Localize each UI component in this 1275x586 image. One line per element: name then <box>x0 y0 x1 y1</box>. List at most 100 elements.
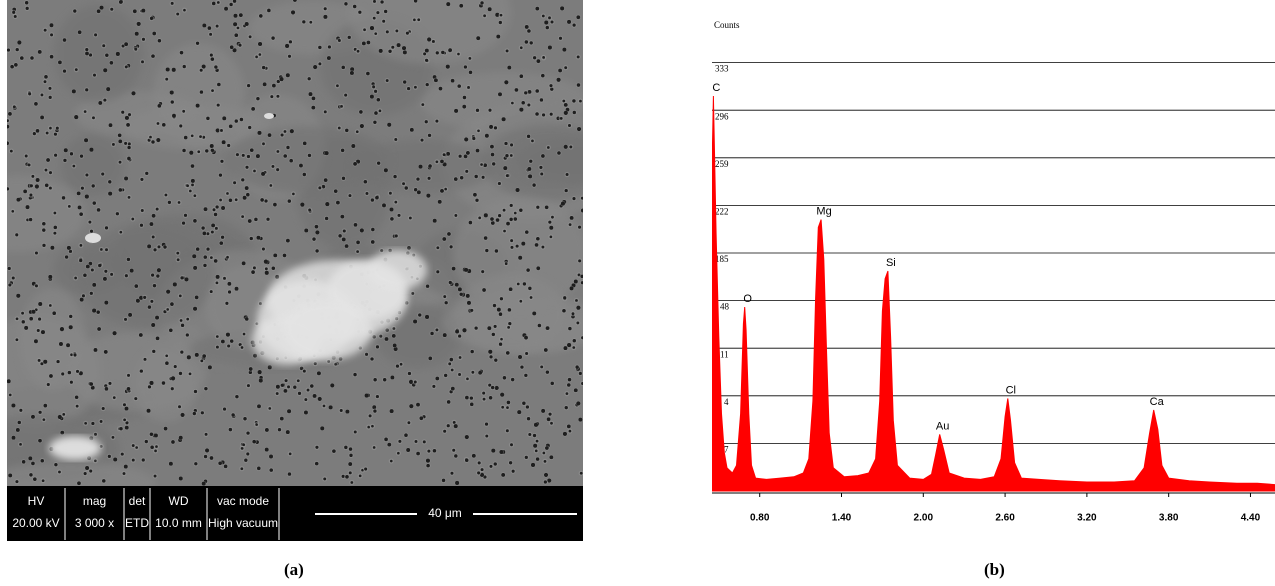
sem-pore <box>455 329 460 334</box>
sem-particle <box>85 233 101 243</box>
sem-pore <box>378 48 383 53</box>
sem-pore <box>102 276 107 281</box>
sem-pore <box>482 391 486 395</box>
sem-pore <box>444 187 447 191</box>
sem-pore <box>271 164 275 168</box>
sem-pore <box>101 407 105 411</box>
eds-spectrum: Counts 7 4 11 48 185 222 259 296 333 0.80 1.40 2.00 2… <box>712 20 1275 524</box>
sem-pore <box>125 421 129 425</box>
sem-pore <box>215 274 220 279</box>
sem-pore <box>32 131 36 136</box>
sem-pore <box>559 116 563 120</box>
sem-pore <box>192 254 197 259</box>
sem-pore <box>269 468 273 472</box>
sem-pore <box>527 89 532 94</box>
sem-pore <box>217 82 221 87</box>
sem-pore <box>515 244 519 248</box>
sem-pore <box>149 135 152 139</box>
sem-pore <box>186 317 190 321</box>
sem-pore <box>19 408 23 412</box>
sem-pore <box>270 95 274 99</box>
sem-pore <box>544 205 549 210</box>
y-tick-label: 185 <box>715 254 729 264</box>
sem-pore <box>507 308 512 312</box>
sem-pore <box>257 130 262 135</box>
sem-pore <box>445 64 450 69</box>
sem-pore <box>563 296 567 300</box>
sem-pore <box>14 63 18 67</box>
sem-pore <box>264 199 268 203</box>
sem-pore <box>432 218 437 223</box>
sem-pore <box>24 1 29 5</box>
sem-pore <box>374 32 378 36</box>
sem-pore <box>235 153 239 157</box>
sem-pore <box>338 234 342 238</box>
sem-pore <box>426 463 430 468</box>
sem-pore <box>15 233 19 237</box>
sem-pore <box>210 230 214 234</box>
sem-pore <box>38 301 43 307</box>
sem-pore <box>565 173 569 176</box>
sem-pore <box>190 164 195 168</box>
sem-pore <box>567 383 571 387</box>
sem-pore <box>211 1 216 6</box>
sem-pore <box>227 281 232 286</box>
sem-pore <box>344 244 349 248</box>
sem-pore <box>10 64 14 69</box>
sem-pore <box>563 102 568 107</box>
sem-pore <box>89 291 93 295</box>
sem-pore <box>147 385 152 389</box>
sem-pore <box>310 384 314 388</box>
sem-pore <box>356 240 360 245</box>
sem-pore <box>315 230 320 235</box>
sem-pore <box>535 112 539 116</box>
sem-pore <box>470 349 474 354</box>
sem-pore <box>546 146 550 149</box>
sem-pore <box>96 208 101 212</box>
sem-pore <box>122 403 126 407</box>
sem-pore <box>170 100 174 104</box>
sem-pore <box>147 305 152 309</box>
sem-pore <box>526 134 531 139</box>
sem-pore <box>34 284 38 288</box>
sem-pore <box>323 7 327 11</box>
sem-pore <box>480 163 483 166</box>
sem-pore <box>507 326 511 329</box>
sem-pore <box>506 221 510 226</box>
sem-pore <box>155 336 160 341</box>
sem-pore <box>549 235 553 239</box>
sem-pore <box>315 445 319 449</box>
sem-pore <box>459 3 464 8</box>
sem-pore <box>151 273 155 277</box>
sem-pore <box>226 192 229 195</box>
sem-pore <box>276 94 280 98</box>
sem-pore <box>463 65 468 69</box>
sem-pore <box>45 131 49 135</box>
x-tick-label: 1.40 <box>832 513 852 524</box>
sem-pore <box>49 54 54 59</box>
sem-pore <box>219 198 222 202</box>
sem-pore <box>180 350 184 354</box>
info-header: mag <box>83 494 106 508</box>
sem-pore <box>257 466 261 471</box>
sem-pore <box>529 41 533 45</box>
sem-pore <box>216 103 220 107</box>
sem-pore <box>498 20 502 25</box>
sem-pore <box>129 268 134 273</box>
sem-pore <box>34 102 38 106</box>
sem-pore <box>430 331 434 336</box>
sem-shade <box>53 4 144 103</box>
sem-pore <box>509 217 513 222</box>
sem-pore <box>29 316 34 321</box>
sem-pore <box>232 0 237 3</box>
sem-pore <box>543 460 547 463</box>
sem-pore <box>534 449 538 453</box>
sem-pore <box>527 103 531 107</box>
sem-pore <box>398 439 402 443</box>
sem-shade <box>456 272 567 355</box>
sem-pore <box>149 432 154 436</box>
panel-label: (b) <box>984 560 1005 580</box>
sem-pore <box>576 55 580 59</box>
sem-pore <box>450 368 454 372</box>
sem-pore <box>413 319 418 324</box>
